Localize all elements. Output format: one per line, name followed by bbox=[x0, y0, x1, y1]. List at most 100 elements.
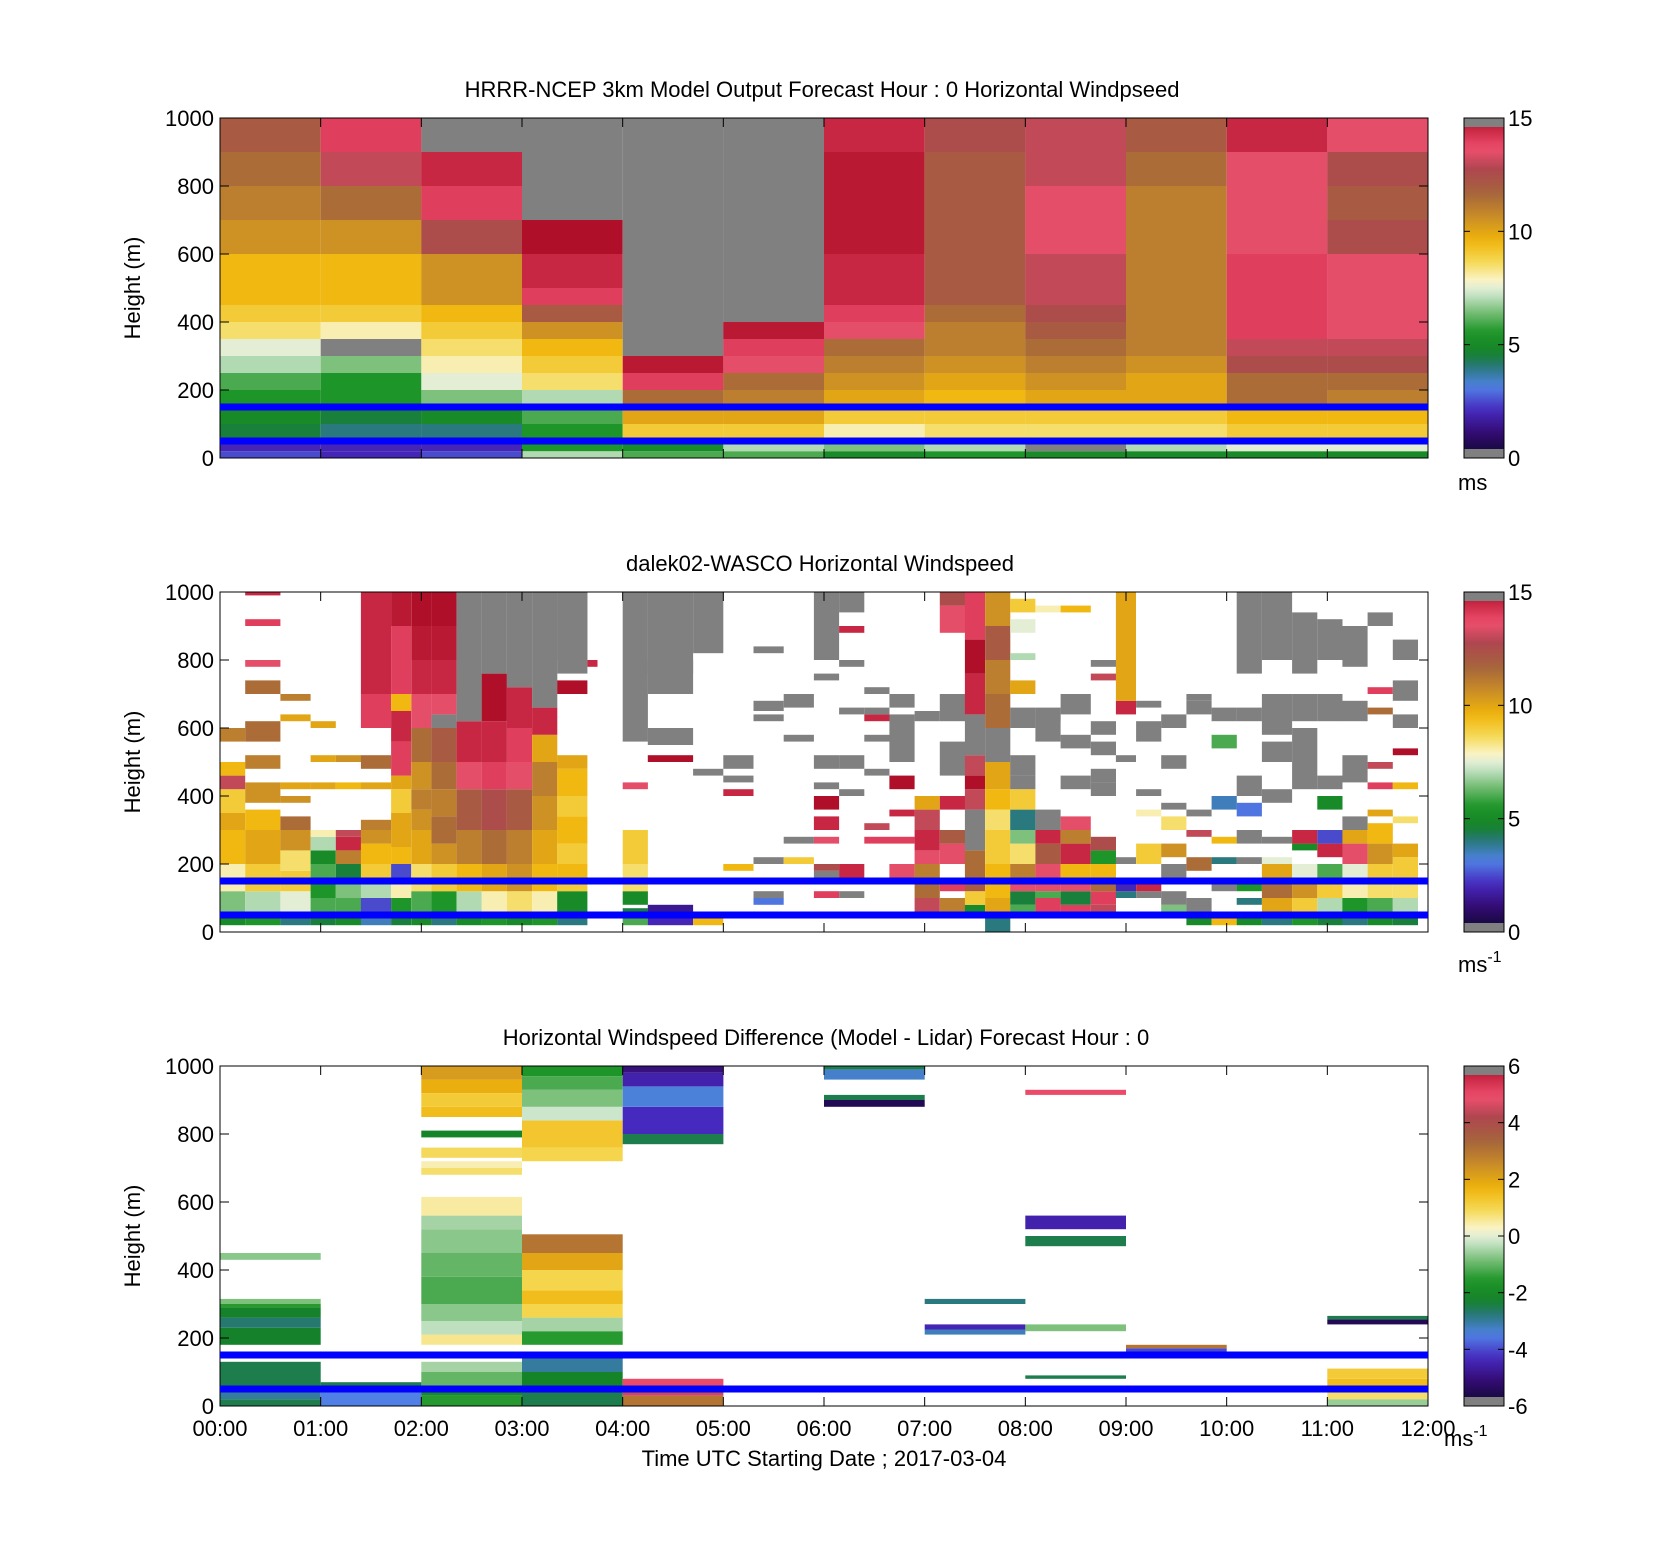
heatmap-cell bbox=[431, 714, 457, 728]
heatmap-cell bbox=[421, 339, 522, 356]
heatmap-cell bbox=[1010, 653, 1036, 660]
heatmap-cell bbox=[723, 322, 824, 339]
heatmap-cell bbox=[622, 830, 648, 864]
heatmap-cell bbox=[506, 728, 533, 762]
heatmap-cell bbox=[622, 1066, 724, 1073]
heatmap-cell bbox=[1126, 254, 1227, 305]
heatmap-cell bbox=[1367, 707, 1393, 715]
heatmap-cell bbox=[431, 592, 457, 626]
heatmap-cell bbox=[522, 118, 623, 220]
heatmap-cell bbox=[1010, 830, 1036, 844]
panel-difference: Horizontal Windspeed Difference (Model -… bbox=[120, 1025, 1528, 1471]
heatmap-cell bbox=[1090, 673, 1116, 681]
heatmap-cell bbox=[723, 373, 824, 390]
panel-lidar-ylabel: Height (m) bbox=[120, 711, 145, 814]
x-tick-label: 01:00 bbox=[293, 1416, 348, 1441]
heatmap-cell bbox=[1327, 152, 1428, 186]
heatmap-cell bbox=[1327, 1315, 1428, 1320]
colorbar-tick-label: 5 bbox=[1508, 807, 1520, 832]
heatmap-cell bbox=[421, 424, 522, 441]
heatmap-cell bbox=[1292, 918, 1318, 926]
y-tick-label: 1000 bbox=[165, 106, 214, 131]
heatmap-cell bbox=[1126, 1344, 1227, 1349]
heatmap-cell bbox=[924, 424, 1026, 441]
heatmap-cell bbox=[964, 850, 985, 878]
heatmap-cell bbox=[1126, 220, 1227, 254]
x-tick-label: 02:00 bbox=[394, 1416, 449, 1441]
x-tick-label: 11:00 bbox=[1301, 1416, 1354, 1441]
heatmap-cell bbox=[522, 1290, 623, 1304]
heatmap-cell bbox=[864, 714, 890, 722]
heatmap-cell bbox=[1115, 891, 1136, 898]
heatmap-cell bbox=[1090, 741, 1116, 756]
heatmap-cell bbox=[1035, 843, 1061, 864]
heatmap-cell bbox=[813, 755, 840, 769]
heatmap-cell bbox=[1126, 356, 1227, 373]
heatmap-cell bbox=[421, 1372, 522, 1386]
heatmap-cell bbox=[1226, 356, 1328, 373]
heatmap-cell bbox=[522, 1120, 623, 1148]
heatmap-cell bbox=[723, 441, 824, 452]
heatmap-cell bbox=[522, 1066, 623, 1077]
panel-lidar-cells bbox=[220, 592, 1418, 932]
heatmap-cell bbox=[839, 789, 865, 796]
heatmap-cell bbox=[864, 823, 890, 830]
heatmap-cell bbox=[335, 850, 361, 864]
heatmap-cell bbox=[1261, 918, 1293, 926]
heatmap-cell bbox=[1226, 451, 1328, 458]
heatmap-cell bbox=[1090, 891, 1116, 905]
colorbar-tick-label: 0 bbox=[1508, 446, 1520, 471]
heatmap-cell bbox=[1161, 802, 1187, 810]
heatmap-cell bbox=[1025, 1324, 1126, 1332]
heatmap-cell bbox=[1327, 1399, 1428, 1406]
heatmap-cell bbox=[985, 762, 1011, 790]
heatmap-cell bbox=[1261, 592, 1293, 660]
heatmap-cell bbox=[280, 782, 311, 790]
heatmap-cell bbox=[1327, 373, 1428, 390]
heatmap-cell bbox=[481, 891, 507, 912]
heatmap-cell bbox=[985, 728, 1011, 762]
heatmap-cell bbox=[924, 118, 1026, 152]
heatmap-cell bbox=[522, 407, 623, 424]
heatmap-cell bbox=[939, 898, 965, 912]
x-tick-label: 12:00 bbox=[1400, 1416, 1455, 1441]
heatmap-cell bbox=[522, 288, 623, 305]
x-axis-label: Time UTC Starting Date ; 2017-03-04 bbox=[642, 1446, 1007, 1471]
heatmap-cell bbox=[939, 830, 965, 844]
heatmap-cell bbox=[622, 1395, 724, 1406]
heatmap-cell bbox=[783, 734, 814, 742]
heatmap-cell bbox=[421, 322, 522, 339]
heatmap-cell bbox=[1010, 619, 1036, 633]
heatmap-cell bbox=[1010, 789, 1036, 810]
x-tick-label: 08:00 bbox=[998, 1416, 1053, 1441]
heatmap-cell bbox=[622, 424, 724, 441]
heatmap-cell bbox=[421, 451, 522, 458]
heatmap-cell bbox=[1010, 809, 1036, 830]
heatmap-cell bbox=[924, 1324, 1026, 1330]
heatmap-cell bbox=[557, 891, 588, 912]
heatmap-cell bbox=[1367, 612, 1393, 626]
heatmap-cell bbox=[421, 1276, 522, 1304]
heatmap-cell bbox=[431, 816, 457, 844]
heatmap-cell bbox=[310, 721, 336, 728]
heatmap-cell bbox=[824, 339, 925, 356]
heatmap-cell bbox=[220, 407, 321, 424]
heatmap-cell bbox=[753, 857, 784, 864]
heatmap-cell bbox=[1327, 186, 1428, 220]
heatmap-cell bbox=[1090, 782, 1116, 796]
heatmap-cell bbox=[889, 836, 915, 844]
heatmap-cell bbox=[914, 850, 940, 864]
heatmap-cell bbox=[1035, 830, 1061, 844]
heatmap-cell bbox=[1317, 918, 1343, 926]
heatmap-cell bbox=[839, 660, 865, 667]
heatmap-cell bbox=[320, 339, 422, 356]
heatmap-cell bbox=[1317, 775, 1343, 790]
heatmap-cell bbox=[824, 118, 925, 152]
colorbar-unit-exponent: -1 bbox=[1487, 949, 1501, 966]
heatmap-cell bbox=[557, 680, 588, 694]
heatmap-cell bbox=[411, 728, 432, 762]
heatmap-cell bbox=[924, 305, 1026, 322]
heatmap-cell bbox=[723, 789, 754, 796]
heatmap-cell bbox=[813, 816, 840, 830]
heatmap-cell bbox=[220, 220, 321, 254]
